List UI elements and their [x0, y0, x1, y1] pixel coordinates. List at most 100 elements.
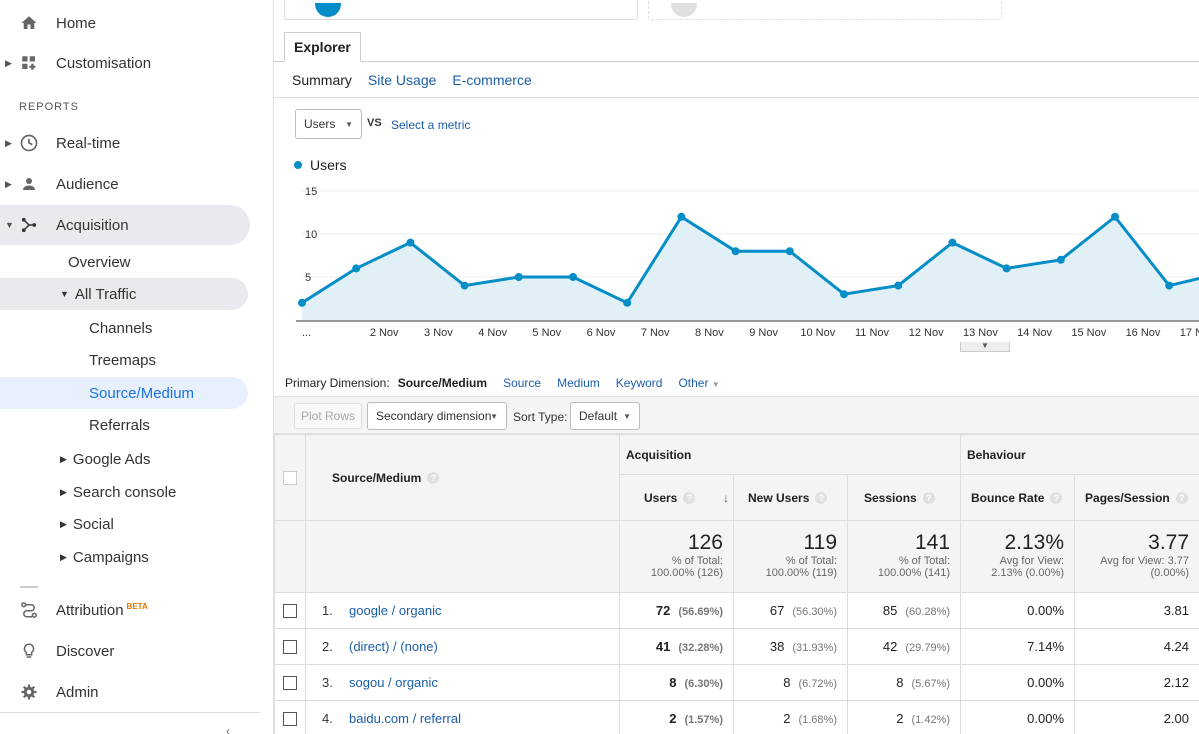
divider: [20, 586, 38, 588]
data-point[interactable]: [840, 290, 848, 299]
help-icon[interactable]: ?: [815, 492, 828, 505]
nav-channels[interactable]: Channels: [89, 319, 153, 337]
nav-home[interactable]: Home: [0, 3, 250, 43]
sort-type-value: Default: [579, 409, 618, 423]
help-icon[interactable]: ?: [683, 492, 696, 505]
row-sessions-value: 2: [896, 711, 904, 726]
nav-acquisition-label: Acquisition: [56, 216, 129, 234]
data-point[interactable]: [785, 247, 794, 256]
row-source-link[interactable]: baidu.com / referral: [349, 711, 461, 726]
data-point[interactable]: [894, 281, 903, 290]
dim-source[interactable]: Source: [503, 376, 542, 390]
col-new-users[interactable]: New Users?: [733, 474, 848, 521]
total-sessions: 141% of Total: 100.00% (141): [846, 520, 962, 593]
nav-search-console[interactable]: ▶ Search console: [60, 476, 176, 508]
sort-type-select[interactable]: Default ▼: [570, 402, 640, 430]
col-source-medium[interactable]: Source/Medium?: [305, 434, 620, 521]
data-point[interactable]: [298, 298, 306, 307]
dim-medium[interactable]: Medium: [557, 376, 600, 390]
dropdown-arrow-icon: ▼: [711, 380, 720, 389]
nav-campaigns[interactable]: ▶ Campaigns: [60, 541, 149, 573]
subtab-site-usage[interactable]: Site Usage: [367, 72, 437, 88]
nav-all-traffic[interactable]: ▼ All Traffic: [0, 278, 248, 310]
nav-source-medium[interactable]: Source/Medium: [0, 377, 248, 409]
row-checkbox[interactable]: [283, 604, 297, 619]
dropdown-arrow-icon: ▼: [623, 411, 631, 421]
nav-social[interactable]: ▶ Social: [60, 508, 114, 540]
nav-google-ads[interactable]: ▶ Google Ads: [60, 443, 150, 475]
dim-keyword[interactable]: Keyword: [615, 376, 663, 390]
total-users: 126% of Total: 100.00% (126): [619, 520, 734, 593]
data-point[interactable]: [514, 273, 523, 281]
help-icon[interactable]: ?: [1050, 492, 1063, 505]
data-point[interactable]: [1111, 212, 1119, 221]
table-row: 3. sogou / organic 8 (6.30%) 8 (6.72%) 8 (5.…: [274, 664, 1199, 701]
attribution-text: Attribution: [56, 601, 124, 619]
row-checkbox[interactable]: [283, 640, 297, 655]
help-icon[interactable]: ?: [427, 472, 440, 485]
select-all-checkbox[interactable]: [283, 470, 297, 485]
select-metric-link[interactable]: Select a metric: [391, 118, 471, 132]
data-point[interactable]: [352, 264, 361, 273]
users-line-chart[interactable]: ... 2 Nov 3 Nov 4 Nov 5 Nov 6 Nov 7 Nov 8 Nov 9 …: [274, 178, 1199, 368]
row-source-link[interactable]: google / organic: [349, 603, 442, 618]
x-tick-label: 6 Nov: [587, 327, 616, 339]
help-icon[interactable]: ?: [922, 492, 935, 505]
nav-treemaps[interactable]: Treemaps: [89, 351, 156, 369]
subtab-summary[interactable]: Summary: [292, 72, 352, 88]
nav-overview[interactable]: Overview: [68, 253, 131, 271]
row-checkbox[interactable]: [283, 712, 297, 727]
col-users[interactable]: Users? ↓: [619, 474, 734, 521]
col-source-medium-label: Source/Medium: [332, 470, 422, 485]
data-point[interactable]: [1165, 281, 1174, 290]
data-point[interactable]: [460, 281, 469, 290]
col-bounce-rate[interactable]: Bounce Rate?: [960, 474, 1076, 521]
col-sessions-label: Sessions: [864, 490, 917, 505]
data-point[interactable]: [569, 273, 577, 281]
nav-search-console-label: Search console: [72, 483, 177, 501]
row-users-pct: (1.57%): [684, 714, 723, 726]
dim-source-medium[interactable]: Source/Medium: [397, 376, 488, 390]
sort-desc-icon: ↓: [723, 490, 729, 505]
nav-acquisition[interactable]: ▼ Acquisition: [0, 205, 250, 245]
add-segment-icon: [671, 3, 697, 17]
nav-customisation[interactable]: ▶ Customisation: [0, 43, 250, 83]
expand-caret-icon: ▶: [5, 137, 12, 148]
plot-rows-button[interactable]: Plot Rows: [294, 403, 362, 429]
col-sessions[interactable]: Sessions?: [846, 474, 962, 521]
col-pages-session[interactable]: Pages/Session?: [1074, 474, 1199, 521]
metric-select[interactable]: Users ▼: [295, 109, 362, 139]
table-toolbar: Plot Rows Secondary dimension ▼ Sort Typ…: [274, 396, 1199, 434]
nav-admin[interactable]: Admin: [0, 672, 250, 712]
data-point[interactable]: [731, 247, 740, 256]
chart-resize-handle[interactable]: ▼: [960, 342, 1010, 352]
data-point[interactable]: [677, 212, 686, 221]
data-point[interactable]: [1002, 264, 1011, 273]
dim-other[interactable]: Other ▼: [678, 376, 719, 390]
nav-referrals[interactable]: Referrals: [89, 416, 150, 434]
data-point[interactable]: [1056, 255, 1065, 264]
row-source-link[interactable]: (direct) / (none): [349, 639, 438, 654]
row-new-users: 38 (31.93%): [733, 628, 848, 665]
legend-label: Users: [310, 157, 347, 173]
nav-realtime[interactable]: ▶ Real-time: [0, 123, 250, 163]
row-sessions-pct: (5.67%): [911, 678, 951, 690]
tab-explorer[interactable]: Explorer: [284, 32, 361, 62]
subtab-ecommerce[interactable]: E-commerce: [452, 72, 532, 88]
data-point[interactable]: [948, 238, 957, 247]
secondary-dimension-select[interactable]: Secondary dimension ▼: [367, 402, 507, 430]
data-point[interactable]: [623, 298, 632, 307]
nav-attribution[interactable]: Attribution BETA: [0, 590, 250, 630]
add-segment-card[interactable]: [648, 0, 1002, 20]
row-source-link[interactable]: sogou / organic: [349, 675, 438, 690]
nav-audience[interactable]: ▶ Audience: [0, 164, 250, 204]
data-point[interactable]: [406, 238, 415, 247]
x-tick-label: 2 Nov: [370, 327, 399, 339]
nav-discover[interactable]: Discover: [0, 631, 250, 671]
col-users-label: Users: [644, 490, 678, 505]
row-checkbox[interactable]: [283, 676, 297, 691]
segment-card[interactable]: [284, 0, 638, 20]
group-acquisition: Acquisition: [618, 434, 962, 475]
help-icon[interactable]: ?: [1175, 492, 1188, 505]
collapse-sidebar-icon[interactable]: ‹: [226, 724, 230, 734]
